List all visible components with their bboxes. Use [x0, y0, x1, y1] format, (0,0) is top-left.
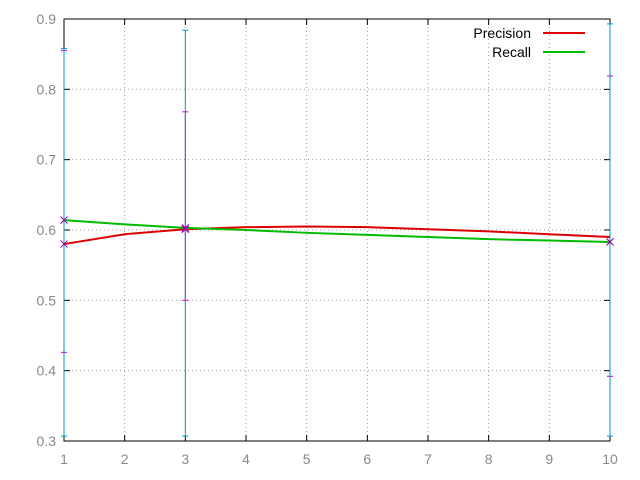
x-tick-label: 1	[60, 451, 68, 467]
axis-ticks: 1 2 3 4 5 6 7 8 9 10 0.3 0.4 0.5 0.6 0.7 0.8 0.9	[37, 11, 618, 467]
x-tick-label: 6	[363, 451, 371, 467]
series-line-precision	[63, 225, 611, 246]
legend: Precision Recall	[473, 25, 585, 60]
point-marker	[181, 225, 190, 234]
x-tick-label: 9	[545, 451, 553, 467]
point-markers	[60, 216, 614, 248]
legend-label: Recall	[492, 44, 531, 60]
x-tick-label: 3	[181, 451, 189, 467]
point-marker	[606, 238, 614, 246]
error-bars	[61, 23, 613, 437]
x-tick-label: 10	[602, 451, 618, 467]
x-tick-label: 4	[242, 451, 250, 467]
marker-stroke	[181, 225, 190, 234]
y-tick-label: 0.4	[37, 363, 57, 379]
point-marker	[60, 216, 68, 225]
y-tick-label: 0.3	[37, 433, 57, 449]
y-tick-label: 0.9	[37, 11, 57, 27]
point-marker	[181, 224, 190, 232]
marker-stroke	[181, 224, 190, 232]
x-tick-label: 7	[424, 451, 432, 467]
x-tick-label: 2	[121, 451, 129, 467]
y-tick-label: 0.8	[37, 81, 57, 97]
y-tick-label: 0.5	[37, 292, 57, 308]
marker-stroke	[606, 238, 614, 246]
x-tick-label: 8	[485, 451, 493, 467]
x-tick-label: 5	[303, 451, 311, 467]
marker-stroke	[60, 216, 68, 225]
marker-stroke	[60, 240, 68, 248]
point-marker	[60, 240, 68, 248]
legend-label: Precision	[473, 25, 531, 41]
series-line-recall	[63, 219, 611, 243]
y-tick-label: 0.6	[37, 222, 57, 238]
grid	[64, 19, 610, 441]
series-lines	[63, 219, 611, 246]
y-tick-label: 0.7	[37, 152, 57, 168]
